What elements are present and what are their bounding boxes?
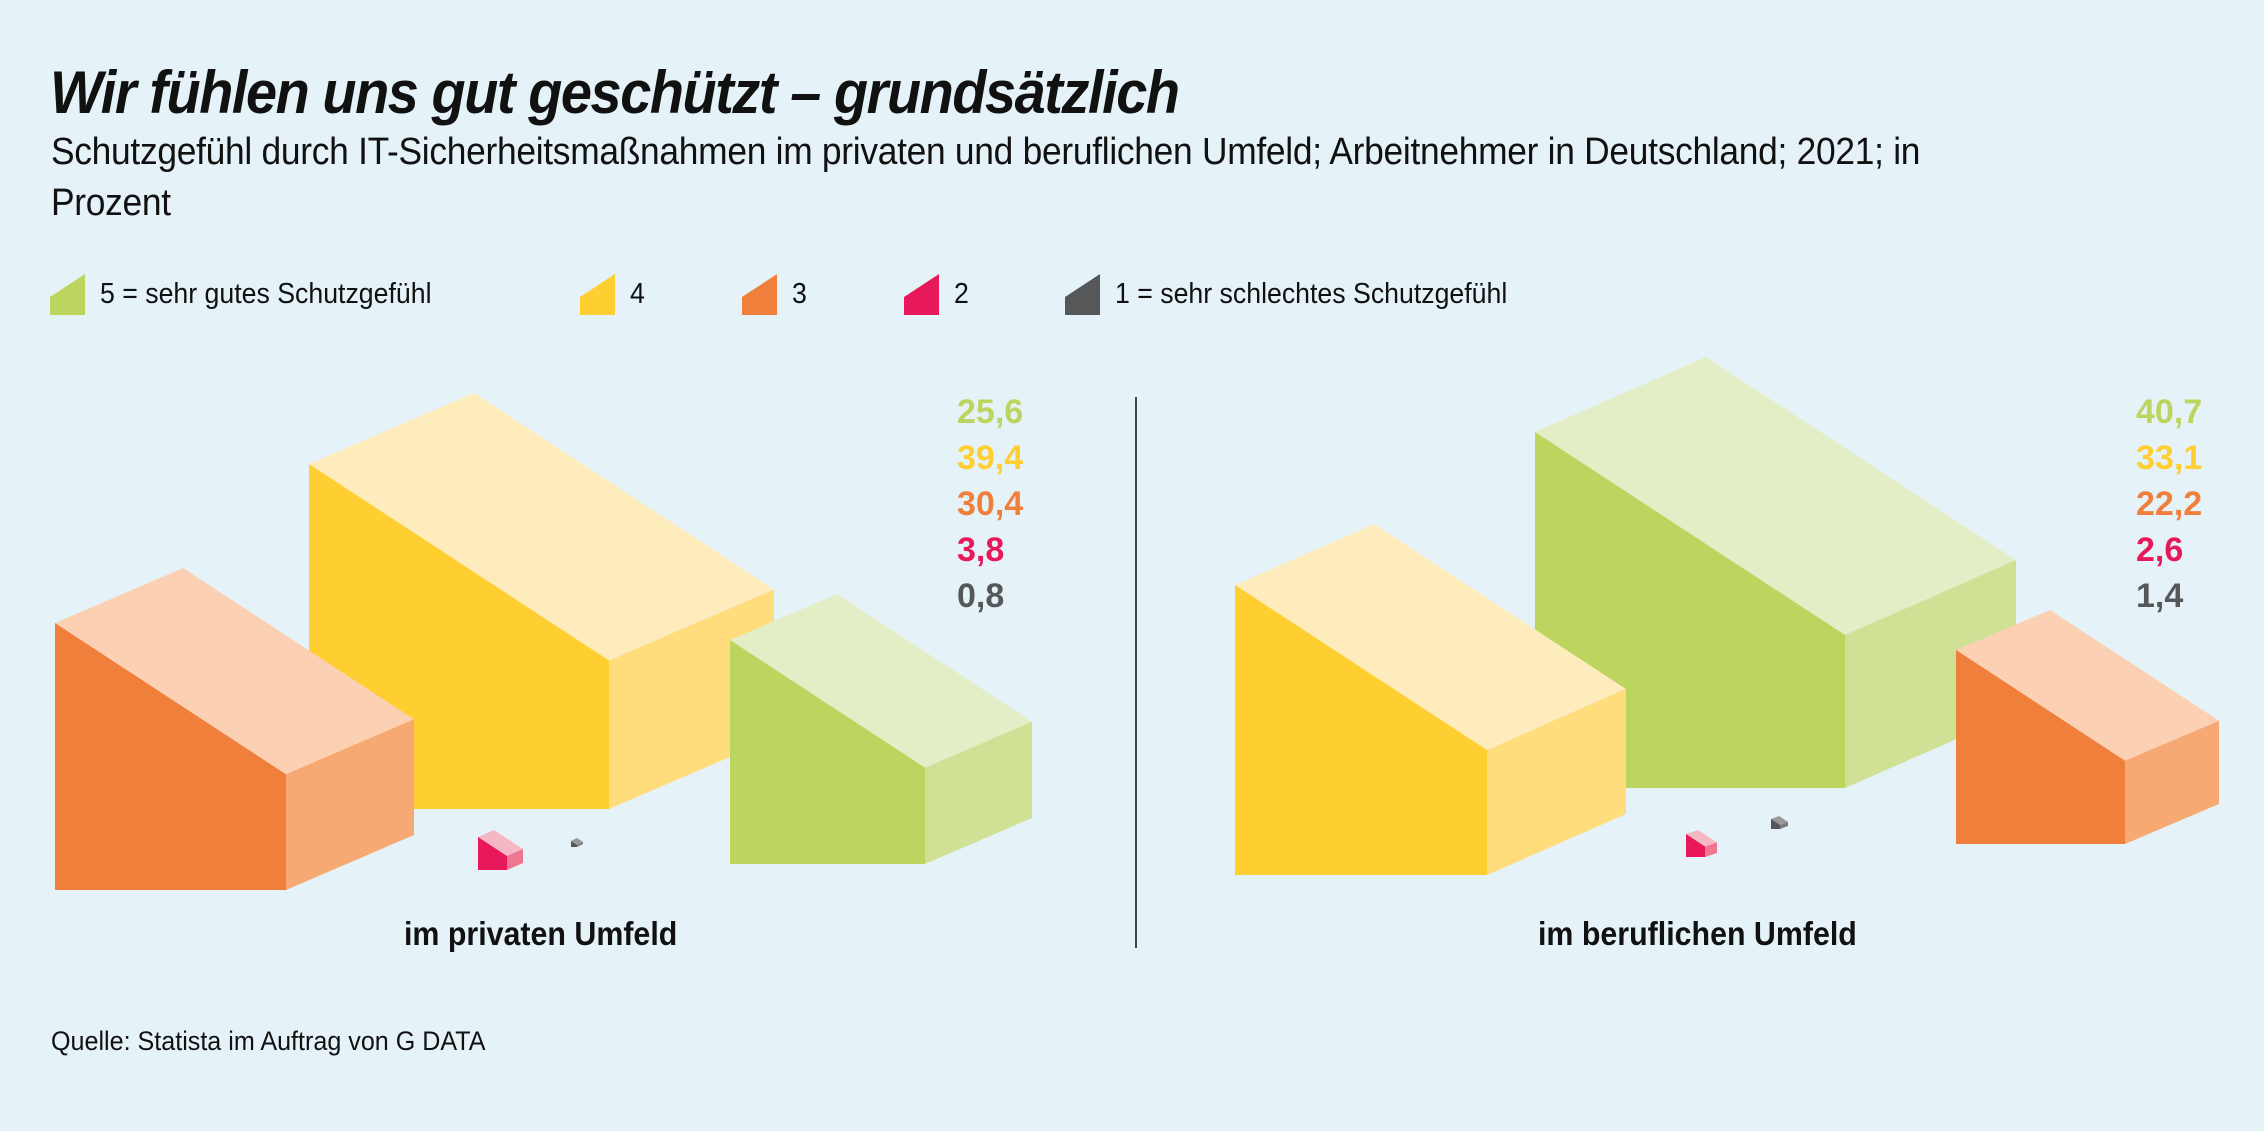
value-label-1: 1,4 (2136, 577, 2183, 615)
value-label-4: 39,4 (957, 439, 1023, 477)
panel-label-private: im privaten Umfeld (404, 915, 678, 952)
panel-professional: 40,7 33,1 22,2 2,6 1,4 (1235, 357, 2219, 875)
value-label-4: 33,1 (2136, 439, 2202, 477)
bar-top-face (571, 838, 583, 845)
legend-swatch-icon (742, 274, 777, 315)
bar-front-face (1686, 834, 1705, 857)
bar-top-face (478, 830, 523, 856)
legend-label: 5 = sehr gutes Schutzgefühl (100, 278, 432, 310)
value-label-1: 0,8 (957, 577, 1004, 615)
bar-top-face (1956, 610, 2219, 761)
bar-top-face (1686, 830, 1717, 847)
legend-item-5: 5 = sehr gutes Schutzgefühl (50, 274, 460, 315)
legend-item-1: 1 = sehr schlechtes Schutzgefühl (1065, 274, 1541, 315)
bar-side-face (1487, 689, 1626, 875)
legend-swatch-icon (50, 274, 85, 315)
legend-swatch-icon (904, 274, 939, 315)
source-note: Quelle: Statista im Auftrag von G DATA (51, 1026, 486, 1056)
bar-front-face (1956, 650, 2125, 844)
legend-item-4: 4 (580, 274, 646, 315)
bar-front-face (1235, 585, 1487, 875)
legend-item-3: 3 (742, 274, 808, 315)
legend-label: 4 (630, 278, 645, 310)
bar-box-5 (730, 594, 1032, 864)
legend-label: 1 = sehr schlechtes Schutzgefühl (1115, 278, 1508, 310)
value-label-2: 2,6 (2136, 531, 2183, 569)
bar-front-face (571, 841, 577, 847)
bar-top-face (309, 393, 774, 661)
value-label-3: 30,4 (957, 485, 1023, 523)
bar-box-3 (1956, 610, 2219, 844)
value-label-5: 40,7 (2136, 393, 2202, 431)
panel-divider (1135, 397, 1137, 948)
value-label-3: 22,2 (2136, 485, 2202, 523)
legend-label: 3 (792, 278, 807, 310)
bar-top-face (55, 568, 414, 775)
bar-side-face (2125, 720, 2219, 844)
bar-top-face (1535, 357, 2016, 636)
bar-top-face (1771, 816, 1788, 825)
legend-swatch-icon (580, 274, 615, 315)
bar-side-face (1780, 821, 1788, 829)
chart-subtitle: Schutzgefühl durch IT-Sicherheitsmaßnahm… (51, 131, 1921, 224)
bar-box-2 (1686, 830, 1717, 857)
bar-side-face (286, 719, 414, 890)
bar-box-4 (1235, 524, 1626, 875)
bar-front-face (730, 640, 925, 864)
bar-side-face (925, 721, 1032, 864)
legend-swatch-icon (1065, 274, 1100, 315)
bar-box-1 (1771, 816, 1788, 829)
bar-front-face (55, 623, 286, 890)
bar-side-face (1705, 842, 1717, 857)
bar-box-3 (55, 568, 414, 890)
bar-side-face (577, 841, 583, 847)
bar-top-face (1235, 524, 1626, 751)
legend-label: 2 (954, 278, 969, 310)
panel-private: 25,6 39,4 30,4 3,8 0,8 (55, 393, 1032, 890)
bar-box-2 (478, 830, 523, 870)
panel-label-professional: im beruflichen Umfeld (1538, 915, 1857, 952)
value-label-2: 3,8 (957, 531, 1004, 569)
bar-top-face (730, 594, 1032, 768)
bar-side-face (507, 848, 523, 870)
chart-title: Wir fühlen uns gut geschützt – grundsätz… (50, 59, 1180, 126)
value-label-5: 25,6 (957, 393, 1023, 431)
bar-box-1 (571, 838, 583, 847)
bar-front-face (478, 837, 507, 870)
legend-item-2: 2 (904, 274, 970, 315)
bar-front-face (1771, 819, 1780, 829)
